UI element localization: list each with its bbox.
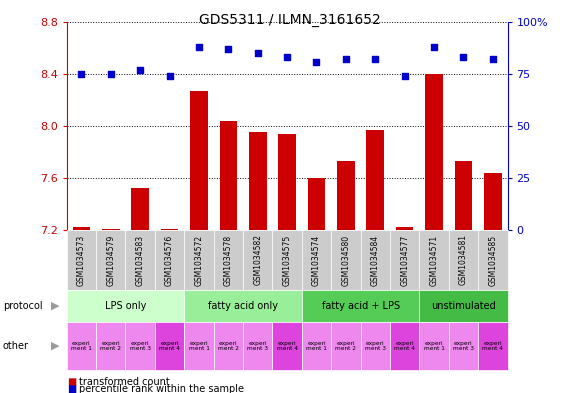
Bar xyxy=(367,130,384,230)
Point xyxy=(488,56,498,62)
Text: protocol: protocol xyxy=(3,301,42,311)
Text: experi
ment 1: experi ment 1 xyxy=(423,341,444,351)
Text: GSM1034574: GSM1034574 xyxy=(312,234,321,286)
Text: ■: ■ xyxy=(67,377,76,387)
Text: experi
ment 4: experi ment 4 xyxy=(483,341,503,351)
Point xyxy=(429,44,438,50)
Text: experi
ment 4: experi ment 4 xyxy=(277,341,298,351)
Point xyxy=(165,73,174,79)
Text: percentile rank within the sample: percentile rank within the sample xyxy=(79,384,244,393)
Text: GDS5311 / ILMN_3161652: GDS5311 / ILMN_3161652 xyxy=(199,13,381,27)
Bar xyxy=(455,161,472,230)
Text: ▶: ▶ xyxy=(51,301,60,311)
Text: experi
ment 3: experi ment 3 xyxy=(453,341,474,351)
Point xyxy=(106,71,115,77)
Bar xyxy=(161,229,179,230)
Text: LPS only: LPS only xyxy=(105,301,146,311)
Text: experi
ment 1: experi ment 1 xyxy=(306,341,327,351)
Text: GSM1034585: GSM1034585 xyxy=(488,234,497,286)
Text: experi
ment 3: experi ment 3 xyxy=(130,341,151,351)
Bar xyxy=(307,178,325,230)
Text: GSM1034576: GSM1034576 xyxy=(165,234,174,286)
Point xyxy=(400,73,409,79)
Text: experi
ment 2: experi ment 2 xyxy=(218,341,239,351)
Bar xyxy=(72,227,90,230)
Text: GSM1034584: GSM1034584 xyxy=(371,234,380,286)
Text: experi
ment 4: experi ment 4 xyxy=(159,341,180,351)
Point xyxy=(312,59,321,65)
Point xyxy=(194,44,204,50)
Text: GSM1034581: GSM1034581 xyxy=(459,235,468,285)
Bar xyxy=(249,132,267,230)
Text: experi
ment 1: experi ment 1 xyxy=(188,341,209,351)
Text: GSM1034578: GSM1034578 xyxy=(224,234,233,286)
Text: experi
ment 2: experi ment 2 xyxy=(100,341,121,351)
Point xyxy=(459,54,468,61)
Text: fatty acid + LPS: fatty acid + LPS xyxy=(321,301,400,311)
Bar xyxy=(102,229,119,230)
Text: other: other xyxy=(3,341,29,351)
Point xyxy=(224,46,233,52)
Point xyxy=(341,56,350,62)
Text: fatty acid only: fatty acid only xyxy=(208,301,278,311)
Text: ■: ■ xyxy=(67,384,76,393)
Bar xyxy=(219,121,237,230)
Bar xyxy=(278,134,296,230)
Bar xyxy=(396,227,414,230)
Bar xyxy=(337,161,355,230)
Point xyxy=(77,71,86,77)
Text: ▶: ▶ xyxy=(51,341,60,351)
Text: GSM1034571: GSM1034571 xyxy=(430,234,438,286)
Bar xyxy=(190,91,208,230)
Text: GSM1034577: GSM1034577 xyxy=(400,234,409,286)
Text: experi
ment 2: experi ment 2 xyxy=(335,341,356,351)
Text: experi
ment 3: experi ment 3 xyxy=(365,341,386,351)
Text: transformed count: transformed count xyxy=(79,377,170,387)
Point xyxy=(253,50,262,56)
Point xyxy=(136,67,145,73)
Text: GSM1034582: GSM1034582 xyxy=(253,235,262,285)
Text: experi
ment 1: experi ment 1 xyxy=(71,341,92,351)
Bar xyxy=(484,173,502,230)
Bar xyxy=(131,188,149,230)
Text: experi
ment 4: experi ment 4 xyxy=(394,341,415,351)
Text: GSM1034575: GSM1034575 xyxy=(282,234,292,286)
Text: GSM1034573: GSM1034573 xyxy=(77,234,86,286)
Text: experi
ment 3: experi ment 3 xyxy=(247,341,268,351)
Text: unstimulated: unstimulated xyxy=(431,301,496,311)
Text: GSM1034580: GSM1034580 xyxy=(342,234,350,286)
Text: GSM1034583: GSM1034583 xyxy=(136,234,144,286)
Text: GSM1034579: GSM1034579 xyxy=(106,234,115,286)
Text: GSM1034572: GSM1034572 xyxy=(194,234,204,286)
Point xyxy=(282,54,292,61)
Bar xyxy=(425,74,443,230)
Point xyxy=(371,56,380,62)
